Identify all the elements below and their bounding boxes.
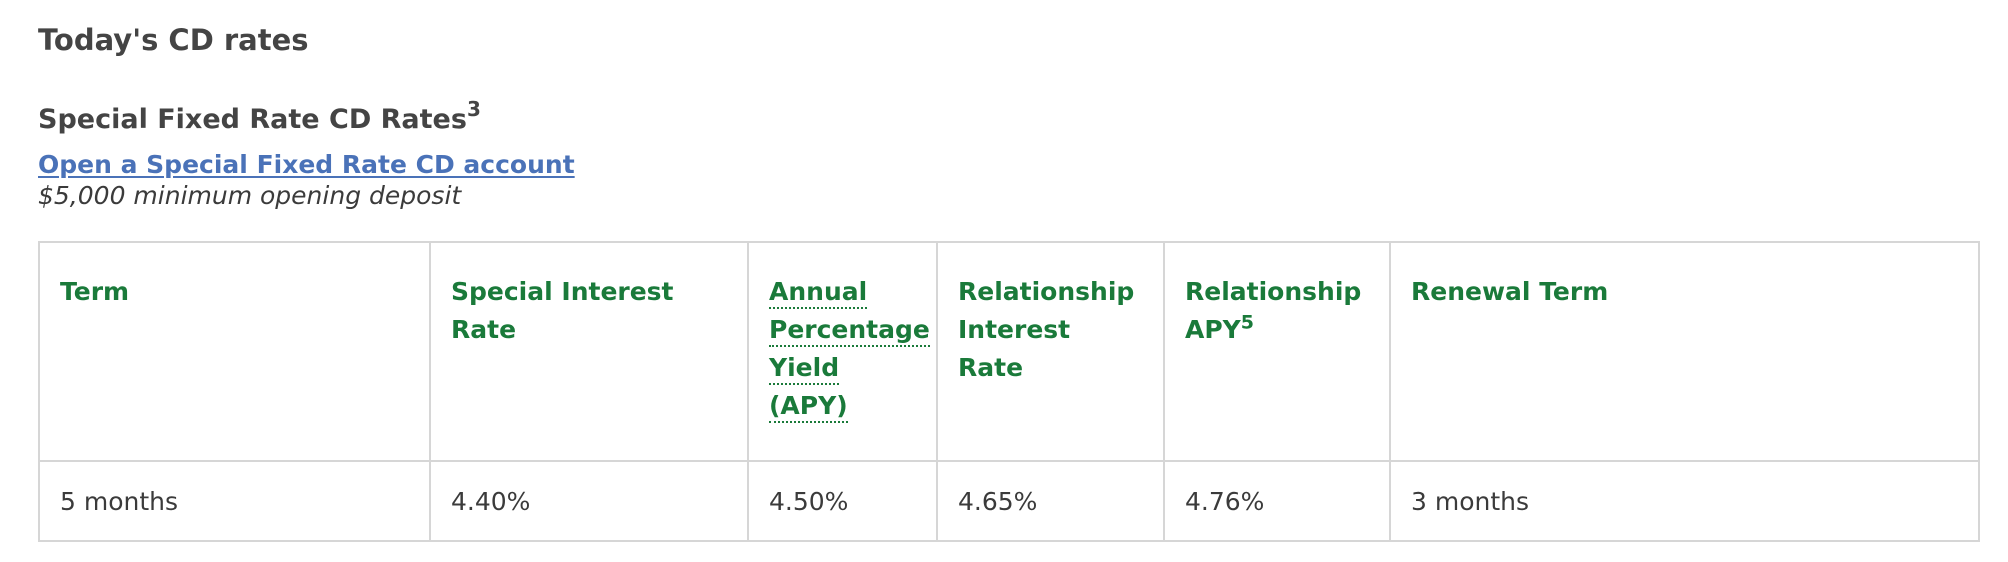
open-cd-account-link[interactable]: Open a Special Fixed Rate CD account [38,150,575,179]
page-title: Today's CD rates [38,23,309,57]
minimum-deposit-note: $5,000 minimum opening deposit [38,181,462,210]
header-relationship-interest-rate: Relationship Interest Rate [936,241,1165,462]
footnote-marker-5[interactable]: 5 [1240,311,1255,334]
apy-definition-term-2[interactable]: Percentage [769,315,930,347]
cd-rates-table: Term Special Interest Rate Annual Percent… [38,241,1980,542]
cell-special-interest-rate: 4.40% [429,460,749,542]
apy-definition-term-4[interactable]: (APY) [769,391,848,423]
table-header-row: Term Special Interest Rate Annual Percent… [38,241,1980,462]
header-relationship-apy: Relationship APY5 [1163,241,1391,462]
cell-renewal-term: 3 months [1389,460,1980,542]
header-apy: Annual Percentage Yield (APY) [747,241,938,462]
footnote-marker-3[interactable]: 3 [466,97,481,121]
header-special-interest-rate: Special Interest Rate [429,241,749,462]
cell-relationship-interest-rate: 4.65% [936,460,1165,542]
header-renewal-term: Renewal Term [1389,241,1980,462]
header-term: Term [38,241,431,462]
table-row: 5 months 4.40% 4.50% 4.65% 4.76% 3 month… [38,460,1980,542]
apy-definition-term-3[interactable]: Yield [769,353,840,385]
section-title: Special Fixed Rate CD Rates3 [38,97,481,140]
cell-relationship-apy: 4.76% [1163,460,1391,542]
header-relationship-apy-text: Relationship APY [1185,277,1362,344]
section-title-text: Special Fixed Rate CD Rates [38,104,467,135]
cell-apy: 4.50% [747,460,938,542]
cell-term: 5 months [38,460,431,542]
apy-definition-term-1[interactable]: Annual [769,277,868,309]
